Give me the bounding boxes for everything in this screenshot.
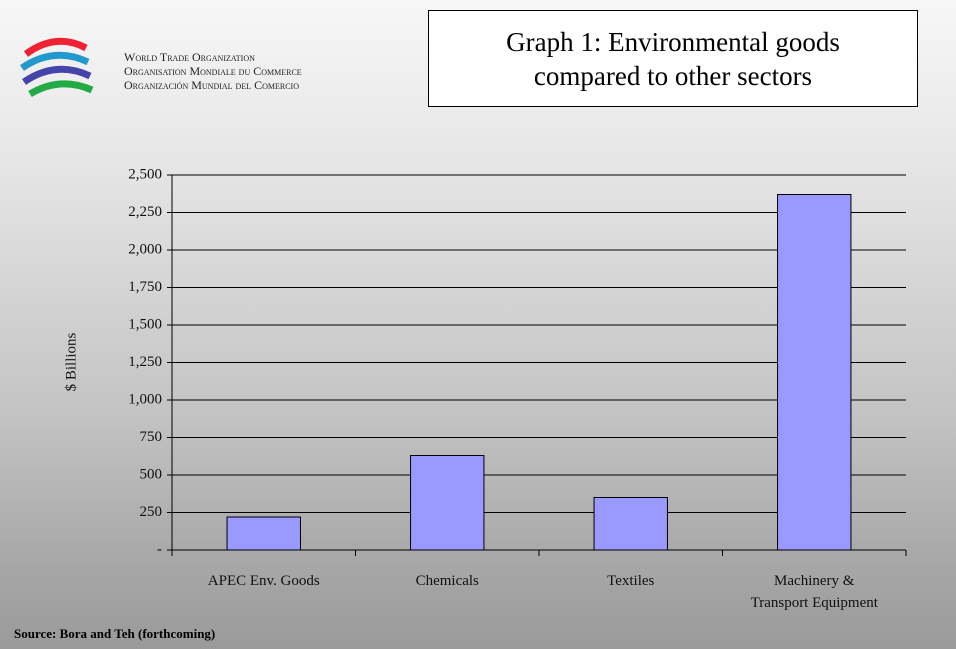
bar — [593, 497, 668, 551]
x-tick-label: Chemicals — [415, 573, 479, 589]
org-name: Organización Mundial del Comercio — [124, 78, 299, 92]
y-tick-label: 2,000 — [128, 241, 162, 257]
y-tick-label: 2,500 — [128, 166, 162, 182]
bar — [410, 455, 485, 551]
x-tick-label: APEC Env. Goods — [207, 573, 320, 589]
title-box: Graph 1: Environmental goods compared to… — [428, 10, 918, 107]
y-axis-label: $ Billions — [63, 332, 79, 391]
bar — [777, 194, 852, 551]
x-tick-label: Textiles — [607, 573, 655, 589]
y-tick-label: 1,250 — [128, 354, 162, 370]
bar — [226, 516, 301, 551]
x-tick-label: Machinery & Transport Equipment — [750, 573, 878, 611]
org-name: World Trade Organization — [124, 50, 255, 64]
y-tick-label: - — [157, 541, 162, 557]
org-name: Organisation Mondiale du Commerce — [124, 64, 302, 78]
source-note: Source: Bora and Teh (forthcoming) — [14, 626, 216, 641]
y-tick-label: 2,250 — [128, 204, 162, 220]
wto-logo — [20, 37, 94, 98]
y-tick-label: 750 — [140, 429, 163, 445]
y-tick-label: 1,000 — [128, 391, 162, 407]
y-tick-label: 1,750 — [128, 279, 162, 295]
y-tick-label: 1,500 — [128, 316, 162, 332]
chart-title: Graph 1: Environmental goods compared to… — [506, 26, 840, 91]
y-tick-label: 250 — [140, 504, 163, 520]
y-tick-label: 500 — [140, 466, 163, 482]
